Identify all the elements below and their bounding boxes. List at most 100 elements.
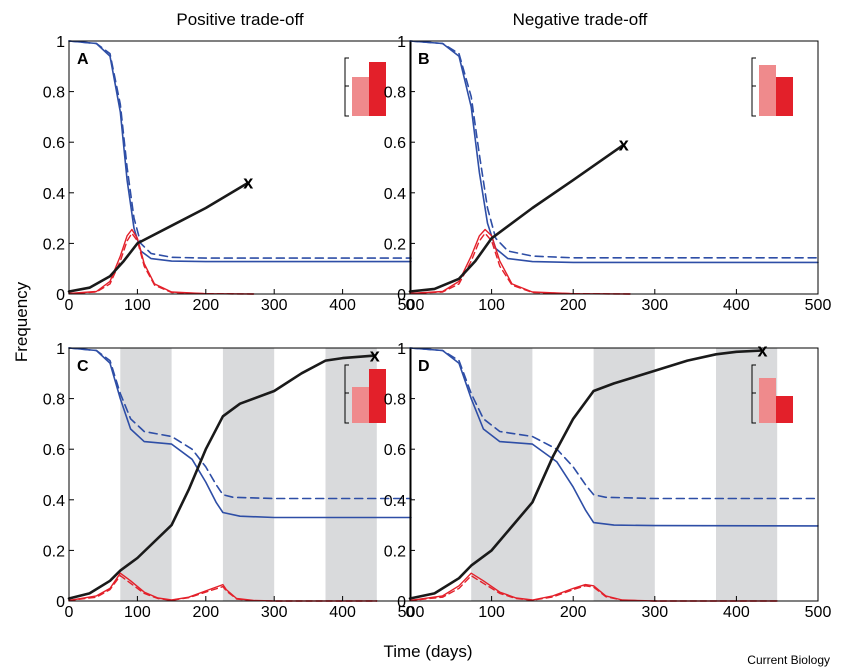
y-tick-label: 1	[56, 341, 65, 358]
y-tick-label: 0	[397, 287, 406, 304]
shaded-period	[593, 348, 655, 601]
x-tick-label: 300	[641, 604, 668, 621]
inset-bars	[751, 57, 793, 117]
y-tick-label: 0.2	[384, 543, 406, 560]
inset-bar-light	[352, 77, 369, 116]
x-tick-label: 500	[805, 604, 832, 621]
series-black-solid	[67, 181, 250, 293]
x-tick-label: 0	[406, 297, 415, 314]
x-tick-label: 100	[124, 604, 151, 621]
x-tick-label: 200	[560, 604, 587, 621]
y-tick-label: 0.8	[384, 85, 406, 102]
y-tick-label: 0	[56, 594, 65, 611]
y-tick-label: 0	[56, 287, 65, 304]
series-blue-dashed	[409, 347, 819, 500]
x-tick-label: 0	[406, 604, 415, 621]
y-tick-label: 0.8	[384, 392, 406, 409]
panel-label: B	[418, 51, 430, 68]
shaded-period	[222, 348, 275, 601]
inset-bar-dark	[776, 396, 793, 423]
end-marker: x	[758, 341, 768, 361]
x-tick-label: 0	[65, 297, 74, 314]
series-red-dashed	[409, 575, 778, 602]
end-marker: x	[370, 346, 380, 366]
series-black-solid	[408, 349, 764, 600]
y-tick-label: 0.2	[384, 236, 406, 253]
y-tick-label: 1	[397, 34, 406, 51]
x-tick-label: 200	[560, 297, 587, 314]
series-black-solid	[408, 143, 626, 293]
end-marker: x	[243, 173, 253, 193]
panel-label: A	[77, 51, 89, 68]
y-tick-label: 1	[397, 341, 406, 358]
y-tick-label: 0.4	[384, 186, 406, 203]
series-red-dashed	[68, 232, 255, 295]
y-tick-label: 0.8	[43, 85, 65, 102]
y-axis-label: Frequency	[12, 281, 31, 362]
plot-frame	[68, 40, 412, 295]
series-blue-dashed	[409, 40, 819, 259]
inset-bar-light	[759, 65, 776, 116]
x-tick-label: 400	[723, 604, 750, 621]
panel-label: C	[77, 358, 89, 375]
series-blue-dashed	[68, 40, 412, 259]
inset-bar-dark	[776, 77, 793, 116]
x-tick-label: 100	[124, 297, 151, 314]
x-tick-label: 0	[65, 604, 74, 621]
inset-bar-light	[352, 387, 369, 423]
series-red-dashed	[409, 232, 631, 295]
series-black-solid	[67, 354, 376, 600]
col-title-right: Negative trade-off	[513, 10, 648, 29]
y-tick-label: 0.2	[43, 543, 65, 560]
inset-bar-dark	[369, 62, 386, 116]
y-tick-label: 0	[397, 594, 406, 611]
series-blue-solid	[68, 40, 412, 263]
x-tick-label: 300	[261, 604, 288, 621]
series-blue-solid	[409, 40, 819, 264]
y-tick-label: 1	[56, 34, 65, 51]
inset-bracket	[751, 364, 756, 424]
inset-bar-dark	[369, 369, 386, 423]
x-tick-label: 200	[192, 297, 219, 314]
x-tick-label: 300	[261, 297, 288, 314]
credit-label: Current Biology	[747, 653, 830, 667]
y-tick-label: 0.2	[43, 236, 65, 253]
x-tick-label: 500	[805, 297, 832, 314]
plot-frame	[68, 347, 412, 602]
x-tick-label: 400	[329, 604, 356, 621]
shaded-period	[471, 348, 533, 601]
x-tick-label: 500	[398, 604, 425, 621]
inset-bars	[344, 364, 386, 424]
shaded-period	[120, 348, 172, 601]
y-tick-label: 0.6	[384, 442, 406, 459]
x-axis-label: Time (days)	[383, 642, 472, 661]
y-tick-label: 0.4	[384, 493, 406, 510]
y-tick-label: 0.4	[43, 186, 65, 203]
x-tick-label: 100	[478, 297, 505, 314]
x-tick-label: 300	[641, 297, 668, 314]
y-tick-label: 0.4	[43, 493, 65, 510]
inset-bracket	[751, 57, 756, 117]
inset-bar-light	[759, 378, 776, 423]
inset-bars	[751, 364, 793, 424]
x-tick-label: 100	[478, 604, 505, 621]
x-tick-label: 500	[398, 297, 425, 314]
plot-frame	[409, 347, 819, 602]
inset-bracket	[344, 364, 349, 424]
series-blue-solid	[68, 347, 412, 519]
inset-bracket	[344, 57, 349, 117]
x-tick-label: 400	[329, 297, 356, 314]
inset-bars	[344, 57, 386, 117]
col-title-left: Positive trade-off	[176, 10, 304, 29]
y-tick-label: 0.6	[43, 442, 65, 459]
panel-label: D	[418, 358, 430, 375]
x-tick-label: 400	[723, 297, 750, 314]
series-red-solid	[68, 572, 378, 602]
series-blue-solid	[409, 347, 819, 527]
